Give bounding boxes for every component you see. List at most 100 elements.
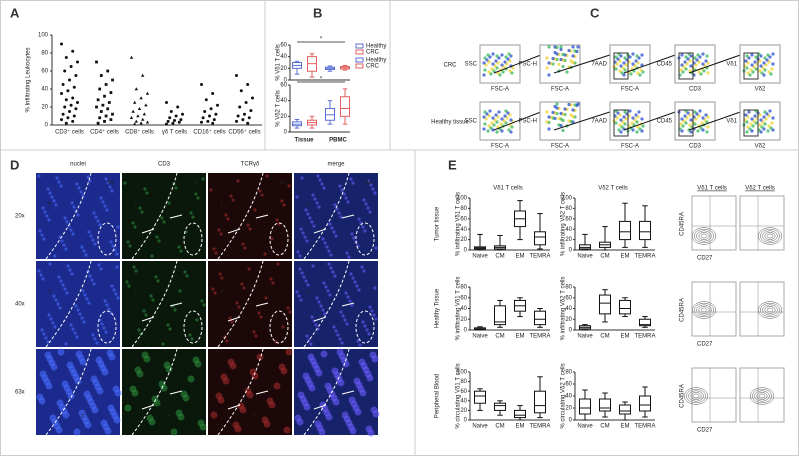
micrograph: T <box>294 260 378 348</box>
region-label: M <box>366 181 371 187</box>
signal <box>320 182 324 186</box>
signal <box>116 296 120 300</box>
signal <box>249 368 257 376</box>
event <box>507 52 511 56</box>
point <box>104 83 108 86</box>
signal <box>50 195 54 199</box>
event <box>706 125 710 129</box>
plot-frame <box>691 367 737 423</box>
y-tick-label: 40 <box>565 306 572 312</box>
x-tick-label: TEMRA <box>635 424 656 430</box>
signal <box>309 342 313 346</box>
event <box>768 55 772 59</box>
signal <box>246 223 250 227</box>
event <box>640 129 644 133</box>
point <box>133 100 137 104</box>
signal <box>329 253 333 257</box>
contour <box>694 302 714 318</box>
event <box>753 114 757 118</box>
legend-swatch <box>355 57 364 63</box>
signal <box>53 254 57 258</box>
event <box>758 69 762 73</box>
event <box>705 120 709 124</box>
flow-plot <box>739 281 785 337</box>
event <box>485 112 489 116</box>
region-outline <box>183 310 203 344</box>
signal <box>252 330 256 334</box>
region-outline <box>217 348 264 436</box>
box <box>474 390 486 404</box>
signal <box>367 332 371 336</box>
point <box>238 105 242 109</box>
box <box>494 305 506 326</box>
signal <box>349 177 353 181</box>
y-tick-label: 40 <box>460 398 467 404</box>
event <box>754 67 758 71</box>
contour <box>690 392 702 400</box>
signal <box>81 289 85 293</box>
point <box>76 60 79 64</box>
signal <box>106 181 110 185</box>
signal <box>340 188 344 192</box>
signal <box>346 295 350 299</box>
event <box>488 55 492 59</box>
signal <box>209 188 213 192</box>
y-tick-label: 80 <box>460 379 467 385</box>
y-axis-label: SSC <box>465 119 478 125</box>
event <box>504 55 508 59</box>
event <box>750 117 754 121</box>
event <box>635 54 639 58</box>
signal <box>44 336 48 340</box>
event <box>640 53 644 57</box>
row-label: CRC <box>444 63 458 69</box>
micrograph: T <box>208 260 292 348</box>
signal <box>335 207 339 211</box>
signal <box>347 255 351 259</box>
region-outline <box>97 310 117 344</box>
event <box>487 70 491 74</box>
signal <box>66 264 70 268</box>
y-axis-label: % circulating Vδ1 T cells <box>456 363 462 428</box>
event <box>753 60 757 64</box>
signal <box>236 179 240 183</box>
x-tick-label: γδ T cells <box>162 130 187 136</box>
x-tick-label: CD3⁺ cells <box>55 129 84 136</box>
signal <box>95 341 99 345</box>
point <box>64 98 68 102</box>
signal <box>73 331 77 335</box>
point <box>60 118 63 122</box>
event <box>763 110 767 114</box>
legend-label: CRC <box>366 64 380 70</box>
region-outline <box>355 222 375 256</box>
point <box>101 103 105 107</box>
event <box>680 63 684 67</box>
signal <box>336 348 344 356</box>
event <box>557 123 561 127</box>
event <box>511 66 515 70</box>
point <box>212 118 216 122</box>
point <box>106 107 110 111</box>
signal <box>264 296 268 300</box>
signal <box>306 283 310 287</box>
point <box>246 121 250 125</box>
event <box>507 128 511 132</box>
signal <box>373 286 377 290</box>
signal <box>112 385 120 393</box>
point <box>129 116 134 119</box>
signal <box>82 320 86 324</box>
y-tick-label: 80 <box>565 285 572 291</box>
event <box>703 118 707 122</box>
signal <box>59 279 63 283</box>
signal <box>210 411 218 419</box>
signal <box>57 180 61 184</box>
column-label: Vδ2 T cells <box>598 186 628 192</box>
signal <box>114 292 118 296</box>
y-tick-label: 60 <box>460 389 467 395</box>
contour <box>700 307 708 313</box>
y-tick-label: 20 <box>565 406 572 412</box>
point <box>236 114 240 118</box>
box <box>579 244 591 250</box>
signal <box>300 176 304 180</box>
point <box>61 83 65 86</box>
signal <box>80 316 84 320</box>
